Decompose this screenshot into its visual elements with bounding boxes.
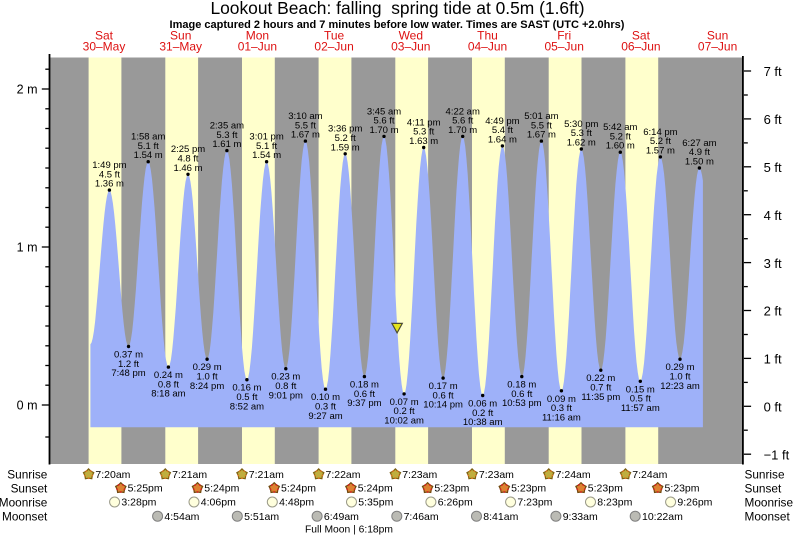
svg-text:Moonrise: Moonrise: [0, 495, 48, 509]
svg-text:Sunrise: Sunrise: [745, 468, 785, 482]
svg-text:11:35 pm: 11:35 pm: [581, 392, 620, 403]
svg-text:5:35pm: 5:35pm: [358, 497, 393, 509]
svg-text:11:57 am: 11:57 am: [621, 403, 660, 414]
svg-text:8:18 am: 8:18 am: [151, 389, 185, 400]
svg-text:0 ft: 0 ft: [764, 400, 782, 415]
svg-text:10:14 pm: 10:14 pm: [423, 400, 463, 411]
svg-text:1.64 m: 1.64 m: [488, 134, 517, 145]
svg-text:30–May: 30–May: [83, 39, 126, 53]
svg-text:1.67 m: 1.67 m: [527, 130, 556, 141]
svg-text:2 ft: 2 ft: [764, 304, 782, 319]
svg-text:5 ft: 5 ft: [764, 160, 782, 175]
svg-text:4:06pm: 4:06pm: [201, 497, 236, 509]
svg-text:0 m: 0 m: [17, 399, 38, 413]
svg-text:Sunset: Sunset: [745, 481, 782, 495]
svg-text:9:33am: 9:33am: [563, 511, 598, 523]
svg-text:7:23am: 7:23am: [402, 469, 437, 481]
svg-text:6:26pm: 6:26pm: [438, 497, 473, 509]
svg-text:Sunset: Sunset: [11, 481, 48, 495]
svg-text:Moonset: Moonset: [2, 510, 48, 524]
svg-text:8:41am: 8:41am: [483, 511, 518, 523]
svg-text:7:24am: 7:24am: [556, 469, 591, 481]
svg-text:7:23pm: 7:23pm: [517, 497, 552, 509]
svg-text:9:37 pm: 9:37 pm: [347, 398, 381, 409]
svg-text:10:22am: 10:22am: [642, 511, 683, 523]
svg-text:5:23pm: 5:23pm: [434, 483, 469, 495]
svg-text:1.60 m: 1.60 m: [606, 141, 635, 152]
svg-text:5:23pm: 5:23pm: [665, 483, 700, 495]
svg-text:07–Jun: 07–Jun: [698, 39, 737, 53]
svg-text:7:23am: 7:23am: [479, 469, 514, 481]
svg-text:06–Jun: 06–Jun: [621, 39, 660, 53]
svg-text:1.61 m: 1.61 m: [212, 139, 241, 150]
svg-text:Sunrise: Sunrise: [7, 468, 47, 482]
svg-text:5:51am: 5:51am: [244, 511, 279, 523]
svg-text:3:28pm: 3:28pm: [121, 497, 156, 509]
svg-text:8:23pm: 8:23pm: [597, 497, 632, 509]
svg-text:12:23 am: 12:23 am: [660, 381, 700, 392]
svg-text:Full Moon | 6:18pm: Full Moon | 6:18pm: [305, 525, 393, 536]
svg-text:1.63 m: 1.63 m: [409, 136, 438, 147]
svg-text:4:54am: 4:54am: [164, 511, 199, 523]
svg-text:5:24pm: 5:24pm: [281, 483, 316, 495]
svg-text:5:24pm: 5:24pm: [358, 483, 393, 495]
svg-text:10:53 pm: 10:53 pm: [502, 398, 542, 409]
svg-text:7:20am: 7:20am: [95, 469, 130, 481]
svg-text:7:46am: 7:46am: [404, 511, 439, 523]
svg-text:11:16 am: 11:16 am: [542, 412, 581, 423]
svg-text:5:23pm: 5:23pm: [588, 483, 623, 495]
svg-text:1.36 m: 1.36 m: [95, 179, 124, 190]
svg-text:8:52 am: 8:52 am: [230, 401, 264, 412]
svg-text:1 m: 1 m: [17, 241, 38, 255]
svg-text:4:48pm: 4:48pm: [279, 497, 314, 509]
svg-text:Lookout Beach: falling spring: Lookout Beach: falling spring tide at 0.…: [210, 0, 584, 18]
svg-text:5:25pm: 5:25pm: [128, 483, 163, 495]
svg-text:2 m: 2 m: [17, 83, 38, 97]
svg-text:7:48 pm: 7:48 pm: [111, 368, 145, 379]
svg-text:1.50 m: 1.50 m: [685, 157, 714, 168]
svg-text:9:01 pm: 9:01 pm: [269, 390, 303, 401]
svg-text:7:22am: 7:22am: [326, 469, 361, 481]
svg-text:31–May: 31–May: [159, 39, 202, 53]
svg-text:6:49am: 6:49am: [324, 511, 359, 523]
svg-text:7 ft: 7 ft: [764, 64, 782, 79]
svg-text:02–Jun: 02–Jun: [314, 39, 353, 53]
svg-text:1.59 m: 1.59 m: [331, 142, 360, 153]
svg-text:9:26pm: 9:26pm: [677, 497, 712, 509]
svg-text:5:24pm: 5:24pm: [204, 483, 239, 495]
svg-text:01–Jun: 01–Jun: [238, 39, 277, 53]
svg-text:03–Jun: 03–Jun: [391, 39, 430, 53]
svg-text:7:21am: 7:21am: [172, 469, 207, 481]
svg-text:8:24 pm: 8:24 pm: [190, 381, 224, 392]
svg-text:1.70 m: 1.70 m: [369, 125, 398, 136]
svg-text:1.57 m: 1.57 m: [646, 145, 675, 156]
svg-text:7:21am: 7:21am: [249, 469, 284, 481]
svg-text:6 ft: 6 ft: [764, 112, 782, 127]
svg-text:1.70 m: 1.70 m: [448, 125, 477, 136]
svg-text:04–Jun: 04–Jun: [468, 39, 507, 53]
svg-text:1.46 m: 1.46 m: [173, 163, 202, 174]
svg-text:3 ft: 3 ft: [764, 256, 782, 271]
svg-text:−1 ft: −1 ft: [764, 447, 790, 462]
svg-text:1.62 m: 1.62 m: [567, 138, 596, 149]
svg-text:7:24am: 7:24am: [632, 469, 667, 481]
svg-text:Moonset: Moonset: [745, 510, 791, 524]
svg-text:4 ft: 4 ft: [764, 208, 782, 223]
svg-text:10:38 am: 10:38 am: [463, 417, 503, 428]
svg-text:1 ft: 1 ft: [764, 352, 782, 367]
svg-text:1.54 m: 1.54 m: [252, 150, 281, 161]
svg-text:9:27 am: 9:27 am: [308, 411, 342, 422]
svg-text:Moonrise: Moonrise: [745, 495, 793, 509]
svg-text:10:02 am: 10:02 am: [384, 416, 424, 427]
svg-text:1.54 m: 1.54 m: [134, 150, 163, 161]
svg-text:5:23pm: 5:23pm: [511, 483, 546, 495]
svg-text:1.67 m: 1.67 m: [291, 130, 320, 141]
svg-text:05–Jun: 05–Jun: [545, 39, 584, 53]
